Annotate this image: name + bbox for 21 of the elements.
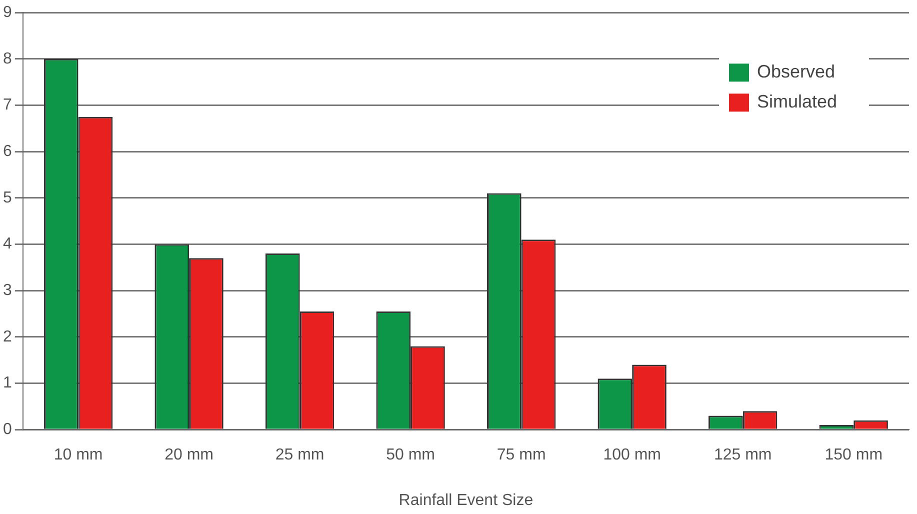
y-tick-label: 5 — [2, 189, 12, 206]
y-tick-label: 4 — [2, 236, 12, 253]
x-tick-label: 100 mm — [603, 446, 661, 464]
x-tick-label: 150 mm — [824, 446, 883, 464]
y-tick-label: 8 — [2, 50, 12, 68]
y-tick-label: 0 — [2, 421, 12, 438]
x-tick-label: 50 mm — [386, 446, 436, 464]
y-tick-label: 1 — [2, 374, 12, 392]
legend-label: Simulated — [757, 92, 838, 112]
y-tick-label: 2 — [2, 328, 12, 346]
y-tick-label: 7 — [2, 96, 12, 114]
legend-label: Observed — [757, 62, 836, 82]
x-axis-title: Rainfall Event Size — [398, 492, 534, 509]
x-tick-label: 25 mm — [275, 446, 324, 464]
y-tick-label: 3 — [2, 282, 12, 300]
x-tick-label: 20 mm — [164, 446, 214, 464]
y-tick-label: 9 — [2, 4, 12, 22]
y-tick-label: 6 — [2, 143, 12, 160]
x-tick-label: 10 mm — [54, 446, 103, 464]
x-tick-label: 75 mm — [496, 446, 546, 464]
x-tick-label: 125 mm — [714, 446, 772, 464]
